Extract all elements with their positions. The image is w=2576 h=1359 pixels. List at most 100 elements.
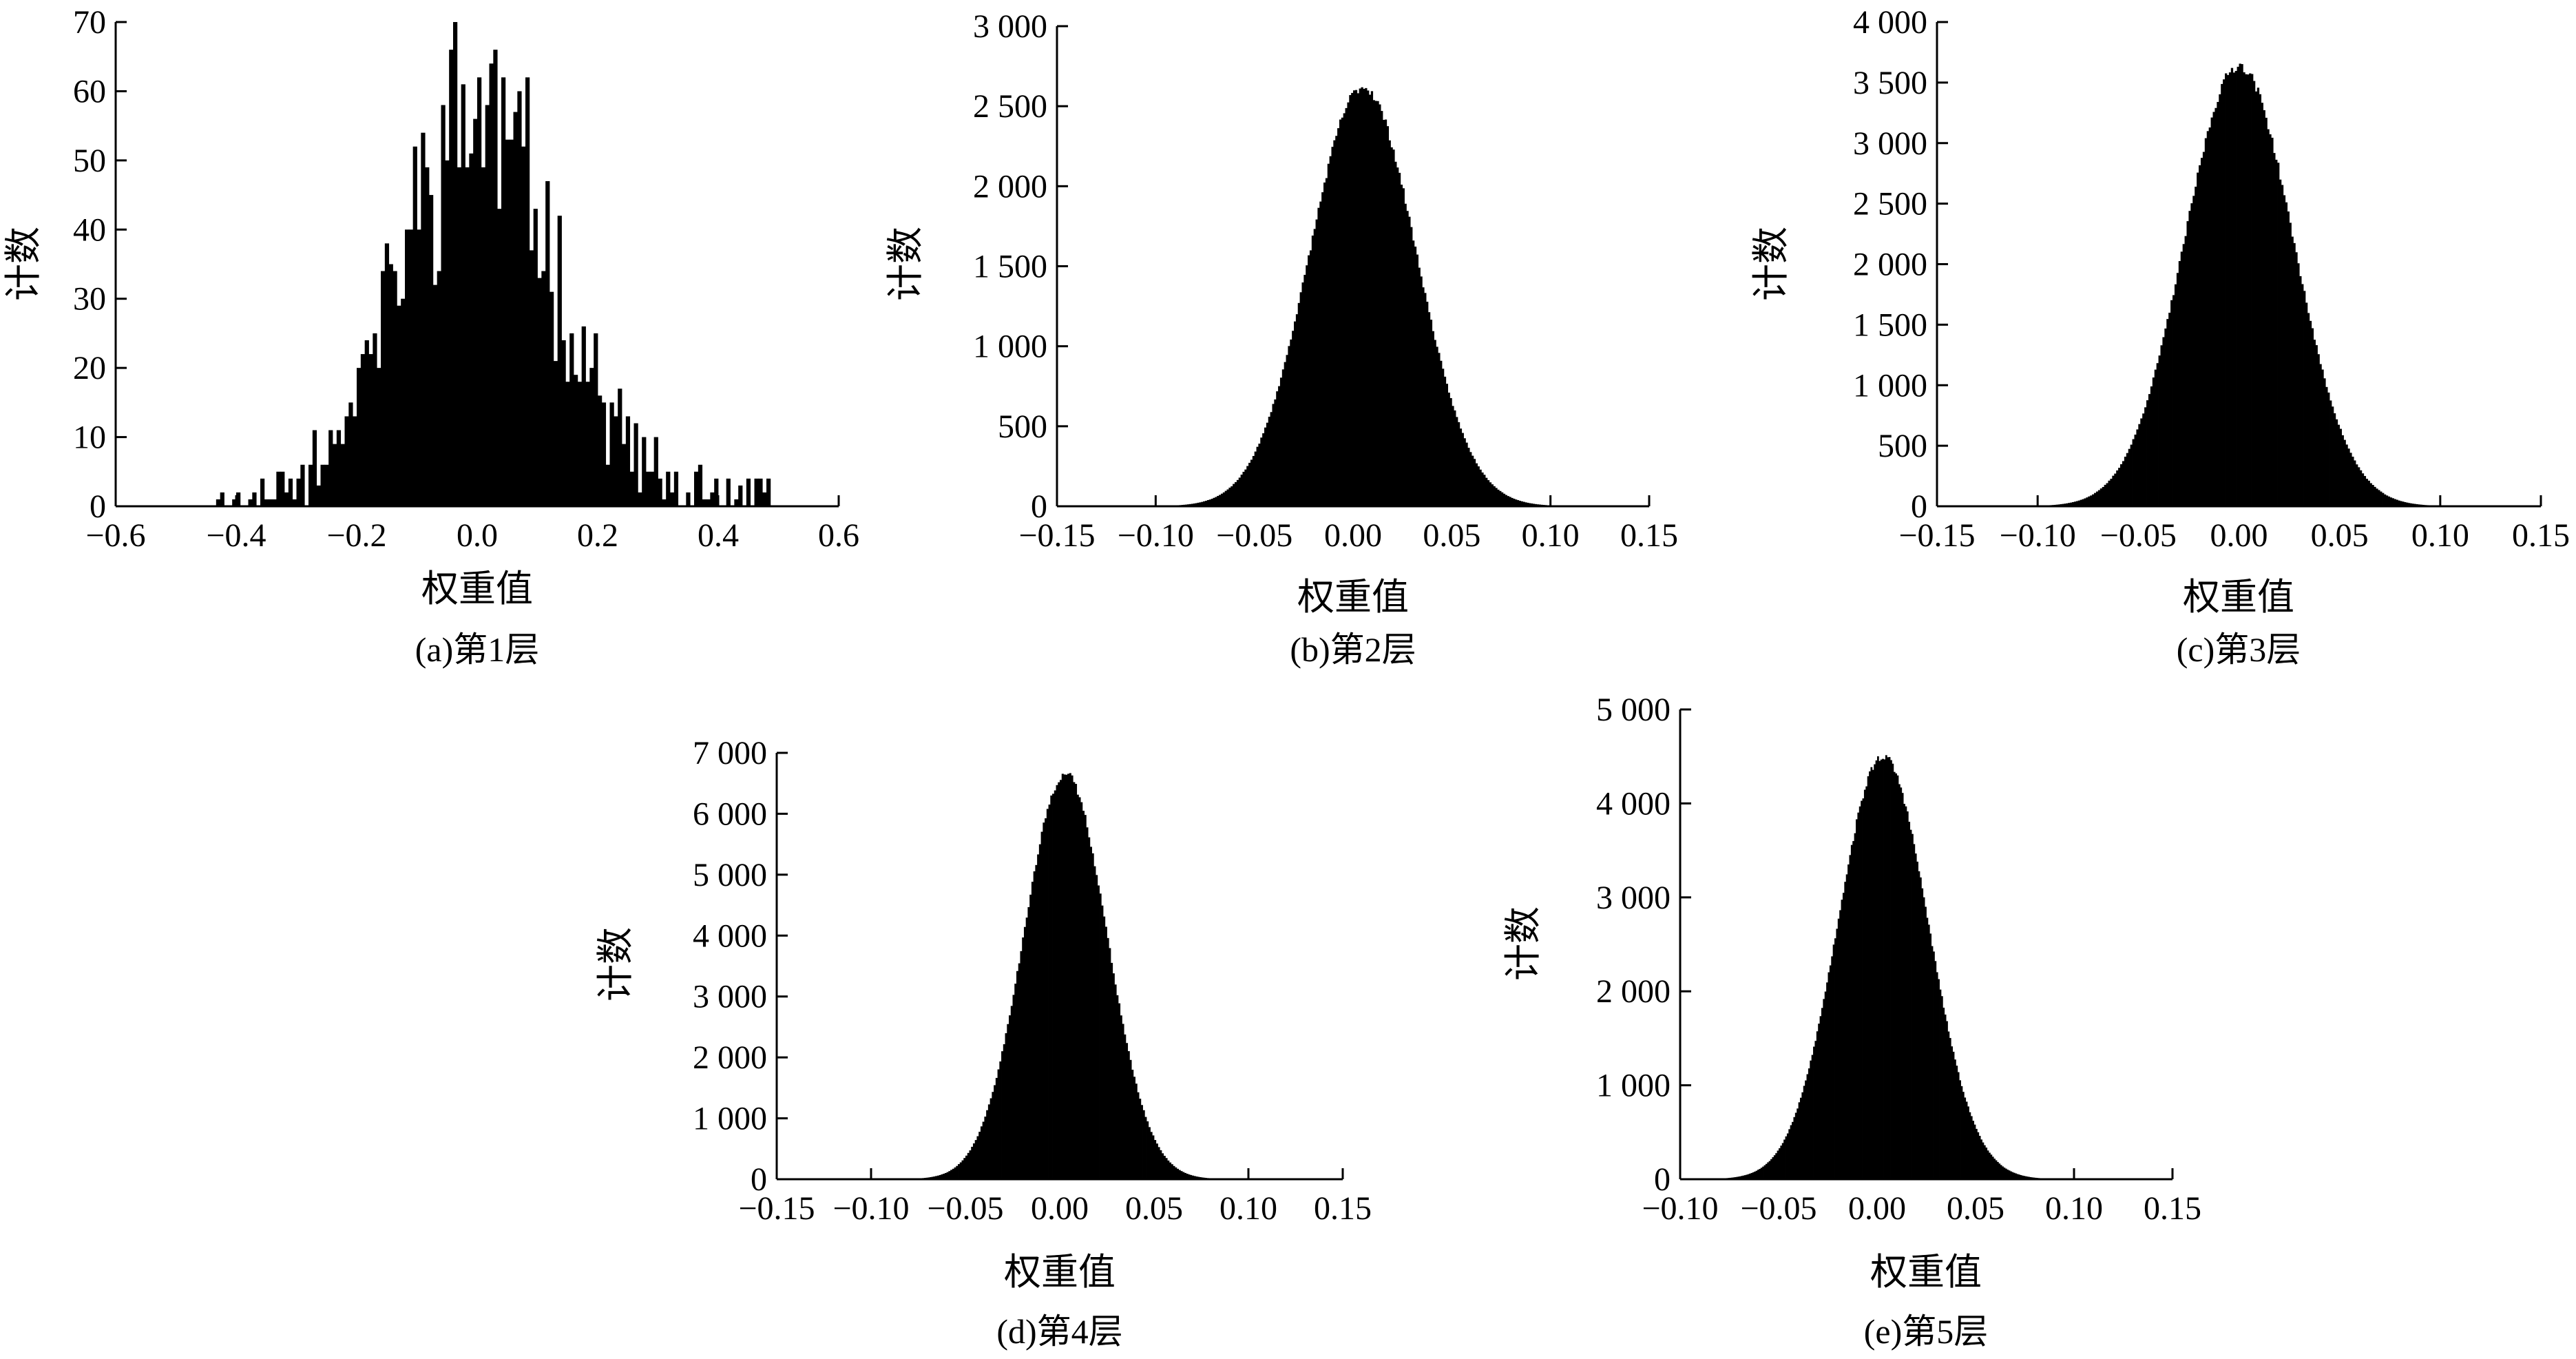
histogram-bar bbox=[1061, 774, 1064, 1179]
histogram-bar bbox=[1995, 1160, 1998, 1179]
histogram-bar bbox=[2095, 491, 2099, 506]
histogram-bar bbox=[1274, 399, 1277, 506]
x-tick-label: 0.00 bbox=[1031, 1190, 1089, 1227]
histogram-bar bbox=[1438, 353, 1441, 506]
histogram-bar bbox=[1351, 92, 1354, 507]
histogram-bar bbox=[1532, 504, 1536, 506]
histogram-bar bbox=[1502, 493, 1506, 506]
histogram-bar bbox=[622, 444, 627, 506]
histogram-bar bbox=[1849, 855, 1852, 1179]
histogram-bar bbox=[1171, 1164, 1173, 1179]
histogram-bar bbox=[1896, 775, 1899, 1179]
x-tick-label: 0.00 bbox=[2210, 517, 2268, 554]
histogram-bar bbox=[989, 1098, 992, 1179]
histogram-bar bbox=[1107, 937, 1109, 1179]
y-tick-label: 2 000 bbox=[1596, 973, 1671, 1010]
y-tick-label: 5 000 bbox=[693, 857, 767, 893]
histogram-bar bbox=[1197, 1176, 1200, 1179]
histogram-bar bbox=[340, 444, 345, 506]
histogram-bar bbox=[2170, 300, 2173, 506]
histogram-bar bbox=[941, 1174, 943, 1179]
histogram-bar bbox=[2317, 354, 2320, 506]
histogram-bar bbox=[1160, 1150, 1162, 1179]
histogram-bar bbox=[1096, 875, 1098, 1179]
histogram-bar bbox=[1755, 1170, 1758, 1179]
histogram-bar bbox=[1069, 773, 1071, 1179]
histogram-bar bbox=[1205, 501, 1208, 506]
histogram-bar bbox=[971, 1146, 974, 1179]
histogram-bar bbox=[987, 1104, 991, 1179]
histogram-bar bbox=[2186, 221, 2189, 506]
histogram-bar bbox=[1919, 877, 1922, 1179]
histogram-bar bbox=[1365, 87, 1368, 507]
histogram-bar bbox=[1493, 486, 1496, 506]
histogram-bar bbox=[1780, 1145, 1783, 1179]
histogram-bar bbox=[1983, 1145, 1986, 1179]
x-tick-label: 0.10 bbox=[2411, 517, 2469, 554]
histogram-bar bbox=[1250, 459, 1253, 506]
histogram-bar bbox=[2126, 453, 2129, 506]
histogram-bar bbox=[1152, 1135, 1155, 1179]
histogram-bar bbox=[1127, 1051, 1130, 1179]
histogram-bar bbox=[1926, 917, 1929, 1179]
x-tick-label: 0.05 bbox=[1125, 1190, 1183, 1227]
histogram-bar bbox=[1943, 1007, 1945, 1179]
histogram-bar bbox=[2335, 419, 2338, 506]
histogram-bar bbox=[360, 354, 366, 506]
histogram-bar bbox=[2371, 485, 2374, 506]
histogram-bar bbox=[2138, 424, 2141, 506]
histogram-bar bbox=[2184, 236, 2187, 506]
histogram-bar bbox=[1031, 882, 1034, 1179]
histogram-bar bbox=[1888, 757, 1891, 1179]
histogram-bar bbox=[2234, 70, 2237, 507]
histogram-bar bbox=[1454, 410, 1456, 506]
histogram-bar bbox=[2090, 495, 2093, 506]
histogram-bar bbox=[1823, 999, 1825, 1179]
histogram-bar bbox=[956, 1165, 959, 1179]
histogram-bar bbox=[1394, 161, 1397, 506]
histogram-bar bbox=[1739, 1176, 1741, 1179]
histogram-bar bbox=[1854, 833, 1856, 1179]
histogram-bar bbox=[557, 216, 562, 506]
histogram-bar bbox=[2178, 261, 2181, 506]
histogram-bar bbox=[1313, 229, 1316, 506]
histogram-bar bbox=[529, 250, 534, 506]
histogram-bar bbox=[1353, 90, 1356, 506]
histogram-bar bbox=[1469, 452, 1472, 506]
histogram-bar bbox=[1757, 1170, 1759, 1179]
histogram-bars bbox=[1680, 755, 2102, 1179]
histogram-bar bbox=[465, 167, 470, 506]
histogram-bar bbox=[2026, 1176, 2029, 1179]
histogram-bar bbox=[1952, 1051, 1955, 1179]
histogram-bar bbox=[1818, 1024, 1820, 1179]
histogram-bar bbox=[1109, 948, 1111, 1179]
y-tick-label: 4 000 bbox=[1853, 4, 1927, 41]
histogram-bar bbox=[533, 209, 538, 506]
histogram-bar bbox=[2374, 486, 2376, 506]
y-tick-label: 0 bbox=[751, 1161, 767, 1198]
histogram-bar bbox=[1982, 1142, 1985, 1179]
histogram-bar bbox=[1040, 831, 1043, 1179]
histogram-bar bbox=[1990, 1154, 1993, 1179]
histogram-bar bbox=[1076, 794, 1079, 1179]
histogram-bars bbox=[1975, 63, 2503, 507]
histogram-bar bbox=[1821, 1008, 1823, 1179]
histogram-bar bbox=[1916, 861, 1918, 1179]
histogram-bar bbox=[997, 1069, 1000, 1179]
histogram-bar bbox=[1759, 1168, 1761, 1179]
histogram-bar bbox=[1750, 1172, 1753, 1179]
histogram-bar bbox=[961, 1160, 964, 1179]
histogram-bar bbox=[1763, 1165, 1766, 1179]
histogram-bar bbox=[1329, 156, 1332, 506]
histogram-bar bbox=[714, 478, 719, 506]
histogram-bar bbox=[1372, 100, 1375, 506]
histogram-bar bbox=[1014, 984, 1017, 1179]
x-tick-label: −0.05 bbox=[2100, 517, 2177, 554]
histogram-bar bbox=[1388, 140, 1391, 507]
histogram-bar bbox=[758, 478, 763, 506]
histogram-bar bbox=[1266, 422, 1269, 506]
histogram-bar bbox=[1381, 111, 1383, 507]
histogram-bar bbox=[2367, 480, 2370, 506]
histogram-bar bbox=[1905, 806, 1907, 1179]
